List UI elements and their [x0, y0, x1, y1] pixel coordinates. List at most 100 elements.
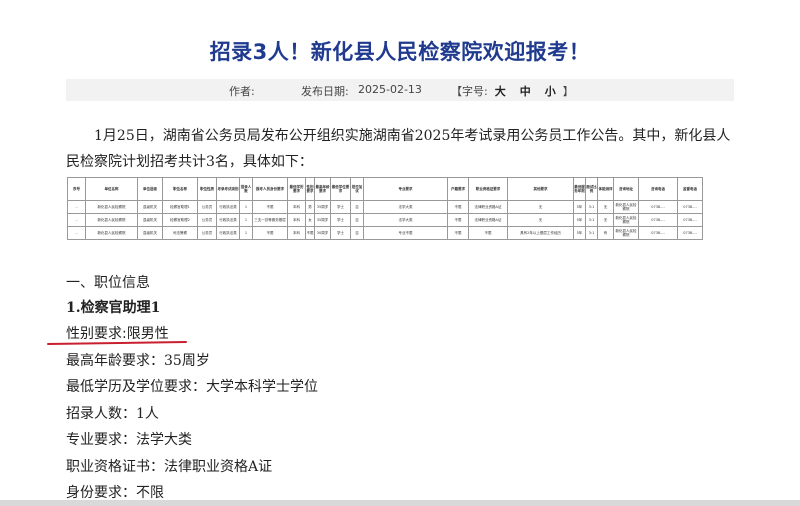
table-header-cell: 咨询电话 — [638, 177, 678, 201]
table-cell: 5年 — [573, 226, 586, 240]
table-cell: 0738-... — [638, 200, 678, 214]
table-cell: 男 — [305, 200, 315, 214]
table-cell: 3:1 — [585, 226, 598, 240]
table-cell: 法律职业资格A证 — [468, 213, 508, 227]
horizontal-scrollbar[interactable] — [0, 500, 800, 506]
table-header-cell: 咨询地址 — [613, 177, 639, 201]
font-small-button[interactable]: 小 — [544, 85, 556, 98]
table-cell: 1 — [239, 200, 253, 214]
table-header-cell: 职位名称 — [162, 177, 198, 201]
requirement-line: 招录人数：1人 — [66, 405, 159, 422]
article-meta-bar: 作者: 发布日期: 2025-02-13 【字号: 大中小】 — [66, 79, 734, 101]
table-row: .. 新化县人民检察院 县级机关 司法警察 公务员 行政执法类 1 不限 本科 不限 30周岁 学士否… — [67, 226, 726, 240]
table-cell: 公务员 — [197, 226, 217, 240]
section-heading: 一、职位信息 — [66, 275, 150, 291]
table-row: .. 新化县人民检察院 县级机关 检察官助理1 公务员 行政执法类 1 不限 本科男 35周岁 学士… — [67, 200, 726, 214]
table-cell: 公务员 — [197, 213, 217, 227]
table-cell: 35周岁 — [314, 200, 331, 214]
font-size-label: 【字号: — [451, 85, 488, 98]
table-cell: 不限 — [447, 200, 469, 214]
table-header-cell: 最高年龄要求 — [314, 177, 331, 201]
table-header-cell: 单位层级 — [137, 177, 163, 201]
table-cell: 专业不限 — [363, 226, 448, 240]
table-cell: 公务员 — [197, 200, 217, 214]
table-header-cell: 户籍要求 — [447, 177, 469, 201]
table-cell: 女 — [305, 213, 315, 227]
positions-table: 序号 单位名称 单位层级 职位名称 职位性质 考录考试类别 招录人数 报考人员身份要求 最低学历… — [67, 177, 726, 240]
table-cell: 0738-... — [677, 200, 703, 214]
table-cell: .. — [67, 200, 86, 214]
position-title: 1.检察官助理1 — [66, 300, 161, 316]
table-header-cell: 最低学历要求 — [287, 177, 306, 201]
table-header-cell: 招录人数 — [239, 177, 253, 201]
requirement-line: 最低学历及学位要求：大学本科学士学位 — [66, 379, 318, 395]
table-cell: 新化县人民检察院 — [613, 200, 639, 214]
table-cell: 检察官助理1 — [162, 200, 198, 214]
publish-date: 2025-02-13 — [358, 83, 422, 96]
font-size-control: 【字号: 大中小】 — [451, 83, 574, 99]
table-cell: 1 — [239, 213, 253, 227]
table-cell: 1 — [239, 226, 253, 240]
table-row: .. 新化县人民检察院 县级机关 检察官助理2 公务员 行政执法类 1 三支一扶等服务基层 本科… — [67, 213, 726, 227]
table-cell: 学士 — [330, 213, 351, 227]
font-large-button[interactable]: 大 — [494, 85, 506, 98]
table-cell: 不限 — [447, 213, 469, 227]
table-cell: 不限 — [252, 200, 288, 214]
font-size-end: 】 — [562, 85, 574, 98]
table-cell: 县级机关 — [137, 226, 163, 240]
table-cell: 本科 — [287, 226, 306, 240]
table-header-cell: 体能测评 — [597, 177, 614, 201]
table-cell: 新化县人民检察院 — [85, 200, 138, 214]
table-cell: 无 — [597, 200, 614, 214]
table-cell: 0738-... — [638, 213, 678, 227]
requirement-line: 性别要求:限男性 — [66, 326, 169, 342]
table-cell: 有 — [597, 226, 614, 240]
table-header-cell: 职位性质 — [197, 177, 217, 201]
table-cell: 本科 — [287, 213, 306, 227]
author-label: 作者: — [229, 85, 255, 98]
table-cell: 30周岁 — [314, 226, 331, 240]
table-header-row: 序号 单位名称 单位层级 职位名称 职位性质 考录考试类别 招录人数 报考人员身份要求 最低学历… — [67, 177, 726, 201]
intro-paragraph: 1月25日，湖南省公务员局发布公开组织实施湖南省2025年考试录用公务员工作公告… — [66, 128, 731, 170]
table-cell: 新化县人民检察院 — [613, 226, 639, 240]
table-header-cell: 单位名称 — [85, 177, 138, 201]
table-header-cell: 序号 — [67, 177, 86, 201]
table-header-cell: 专业要求 — [363, 177, 448, 201]
table-cell: 不限 — [447, 226, 469, 240]
table-cell: 新化县人民检察院 — [613, 213, 639, 227]
table-cell: 行政执法类 — [216, 200, 240, 214]
table-cell: 0738-... — [638, 226, 678, 240]
table-cell: 具有2年以上基层工作经历 — [507, 226, 574, 240]
requirement-line: 身份要求：不限 — [66, 485, 164, 501]
table-cell: 学士 — [330, 200, 351, 214]
table-cell: 无 — [597, 213, 614, 227]
table-cell: 0738-... — [677, 226, 703, 240]
table-cell: 行政执法类 — [216, 226, 240, 240]
table-cell: 不限 — [468, 226, 508, 240]
table-cell: 行政执法类 — [216, 213, 240, 227]
table-cell: 无 — [507, 213, 574, 227]
table-header-cell: 职业资格证要求 — [468, 177, 508, 201]
table-cell: 县级机关 — [137, 200, 163, 214]
table-cell: 35周岁 — [314, 213, 331, 227]
table-cell: 本科 — [287, 200, 306, 214]
requirement-line: 专业要求：法学大类 — [66, 432, 192, 448]
table-header-cell: 监督电话 — [677, 177, 703, 201]
table-cell: 否 — [350, 213, 364, 227]
font-medium-button[interactable]: 中 — [519, 85, 531, 98]
table-cell: 法学大类 — [363, 213, 448, 227]
table-cell: 不限 — [305, 226, 315, 240]
table-cell: 否 — [350, 226, 364, 240]
table-cell: 3:1 — [585, 200, 598, 214]
table-cell: 检察官助理2 — [162, 213, 198, 227]
table-cell: 5年 — [573, 200, 586, 214]
requirement-line: 职业资格证书：法律职业资格A证 — [66, 458, 273, 475]
table-cell: 新化县人民检察院 — [85, 226, 138, 240]
table-cell: .. — [67, 213, 86, 227]
table-cell: .. — [67, 226, 86, 240]
table-cell: 无 — [507, 200, 574, 214]
table-header-cell: 最低学位要求 — [330, 177, 351, 201]
table-cell: 不限 — [252, 226, 288, 240]
table-cell: 学士 — [330, 226, 351, 240]
table-cell: 否 — [350, 200, 364, 214]
